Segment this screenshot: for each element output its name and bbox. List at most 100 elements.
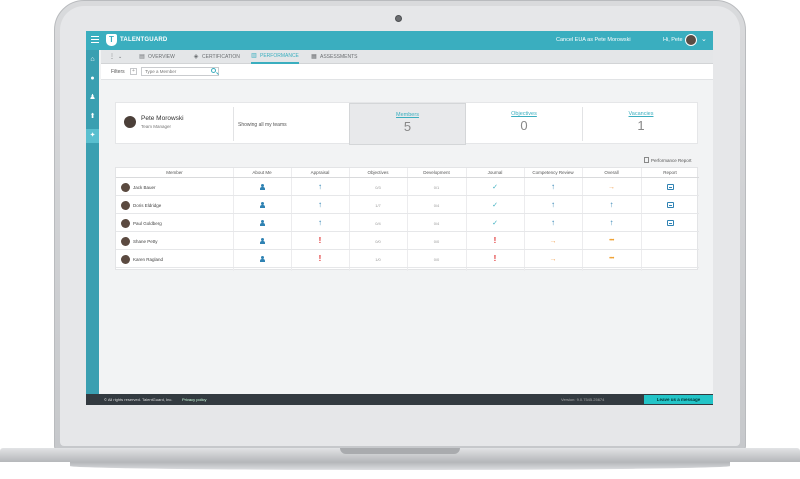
pending-dots-icon[interactable]: ••• (609, 238, 614, 244)
upload-icon[interactable]: ⬆ (89, 113, 96, 120)
table-header: Member About Me Appraisal Objectives Dev… (116, 168, 699, 178)
person-icon[interactable] (259, 220, 265, 226)
table-row[interactable]: Doris Eldridge ↑ 1/7 0/4 ✓ ↑ ↑ (116, 196, 699, 214)
table-column-divider (233, 168, 234, 271)
member-name[interactable]: Jack Bauer (133, 184, 156, 190)
member-name[interactable]: Karen Ragland (133, 256, 164, 262)
report-icon[interactable] (666, 220, 674, 226)
search-icon[interactable] (211, 68, 216, 73)
overall-cell: ••• (582, 232, 641, 250)
up-arrow-icon[interactable]: ↑ (609, 218, 614, 227)
member-cell[interactable]: Doris Eldridge (121, 196, 161, 214)
check-icon[interactable]: ✓ (492, 183, 498, 191)
member-name[interactable]: Paul Goldberg (133, 220, 162, 226)
right-arrow-icon[interactable]: → (549, 255, 557, 263)
column-header[interactable]: About Me (252, 170, 272, 175)
column-header[interactable]: Overall (604, 170, 619, 175)
check-icon[interactable]: ✓ (492, 219, 498, 227)
member-search-box[interactable] (141, 67, 219, 76)
filters-label: Filters (111, 69, 125, 75)
member-cell[interactable]: Karen Ragland (121, 250, 163, 268)
journal-cell: ✓ (466, 196, 524, 214)
privacy-policy-link[interactable]: Privacy policy (182, 397, 207, 402)
member-name[interactable]: Doris Eldridge (133, 202, 162, 208)
up-arrow-icon[interactable]: ↑ (551, 182, 555, 191)
tab-assessments-label: ASSESSMENTS (320, 54, 358, 60)
person-icon[interactable] (259, 184, 265, 190)
stat-vacancies-label[interactable]: Vacancies (628, 111, 654, 117)
tab-certification[interactable]: ◈ CERTIFICATION (193, 50, 240, 64)
member-cell[interactable]: Jack Bauer (121, 178, 156, 196)
people-icon[interactable]: ♟ (89, 94, 96, 101)
user-avatar[interactable] (685, 34, 697, 46)
cancel-eua-link[interactable]: Cancel EUA as Pete Morowski (556, 37, 631, 43)
tab-more-menu[interactable]: ⋮ ⌄ (109, 50, 122, 64)
stat-members[interactable]: Members 5 (349, 103, 466, 145)
up-arrow-icon[interactable]: ↑ (551, 218, 555, 227)
development-cell: 0/1 (407, 178, 466, 196)
tab-overview[interactable]: ▤ OVERVIEW (139, 50, 175, 64)
journal-cell: ! (466, 250, 524, 268)
person-icon[interactable] (259, 202, 265, 208)
home-icon[interactable]: ⌂ (90, 56, 95, 63)
objectives-cell: 1/7 (349, 196, 407, 214)
stat-objectives-label[interactable]: Objectives (511, 111, 537, 117)
alert-icon[interactable]: ! (493, 254, 497, 263)
check-icon[interactable]: ✓ (492, 201, 498, 209)
column-header[interactable]: Objectives (367, 170, 389, 175)
appraisal-cell: ↑ (291, 214, 349, 232)
up-arrow-icon[interactable]: ↑ (609, 200, 614, 209)
stat-members-label[interactable]: Members (396, 112, 419, 118)
member-name[interactable]: Shane Petty (133, 238, 158, 244)
stat-objectives[interactable]: Objectives 0 (466, 103, 582, 145)
tab-assessments[interactable]: ▦ ASSESSMENTS (311, 50, 358, 64)
filter-toggle-button[interactable]: + (130, 68, 137, 75)
up-arrow-icon[interactable]: ↑ (318, 218, 322, 227)
chevron-down-icon[interactable]: ⌄ (701, 36, 707, 43)
person-icon[interactable] (259, 238, 265, 244)
column-header[interactable]: Member (166, 170, 183, 175)
column-header[interactable]: Appraisal (310, 170, 330, 175)
brand-logo[interactable]: T TALENTGUARD (106, 34, 167, 46)
stat-vacancies[interactable]: Vacancies 1 (583, 103, 699, 145)
appraisal-cell: ↑ (291, 196, 349, 214)
up-arrow-icon[interactable]: ↑ (318, 182, 322, 191)
team-icon[interactable]: ✦ (86, 129, 99, 143)
alert-icon[interactable]: ! (493, 236, 497, 245)
top-bar: T TALENTGUARD Cancel EUA as Pete Morowsk… (86, 31, 713, 50)
leave-message-button[interactable]: Leave us a message (644, 395, 713, 404)
person-icon[interactable] (259, 256, 265, 262)
column-header[interactable]: Report (663, 170, 677, 175)
table-column-divider (407, 168, 408, 271)
up-arrow-icon[interactable]: ↑ (318, 200, 322, 209)
right-arrow-icon[interactable]: → (608, 183, 615, 191)
table-row[interactable]: Shane Petty! 0/0 0/0! → ••• (116, 232, 699, 250)
report-icon[interactable] (666, 202, 674, 208)
member-search-input[interactable] (145, 69, 205, 74)
tab-performance[interactable]: ▥ PERFORMANCE (251, 50, 299, 64)
report-cell (641, 232, 699, 250)
table-column-divider (349, 168, 350, 271)
report-icon[interactable] (666, 184, 674, 190)
person-icon[interactable]: ● (90, 75, 95, 82)
member-cell[interactable]: Paul Goldberg (121, 214, 162, 232)
user-greeting[interactable]: Hi, Pete (663, 37, 683, 43)
column-header[interactable]: Journal (487, 170, 503, 175)
right-arrow-icon[interactable]: → (549, 237, 557, 245)
member-avatar (121, 182, 130, 192)
column-header[interactable]: Development (423, 170, 450, 175)
table-row[interactable]: Paul Goldberg ↑ 0/4 0/4 ✓ ↑ ↑ (116, 214, 699, 232)
member-cell[interactable]: Shane Petty (121, 232, 158, 250)
hamburger-menu-icon[interactable] (91, 36, 99, 43)
pending-dots-icon[interactable]: ••• (609, 256, 614, 262)
table-row[interactable]: Jack Bauer ↑ 0/3 0/1 ✓ ↑ → (116, 178, 699, 196)
column-header[interactable]: Competency Review (532, 170, 574, 175)
member-avatar (121, 218, 130, 228)
up-arrow-icon[interactable]: ↑ (551, 200, 555, 209)
alert-icon[interactable]: ! (318, 236, 322, 245)
overall-cell: ••• (582, 250, 641, 268)
performance-report-link[interactable]: Performance Report (644, 157, 692, 163)
alert-icon[interactable]: ! (318, 254, 322, 263)
table-row[interactable]: Karen Ragland! 1/0 0/0! → ••• (116, 250, 699, 268)
overall-cell: → (582, 178, 641, 196)
